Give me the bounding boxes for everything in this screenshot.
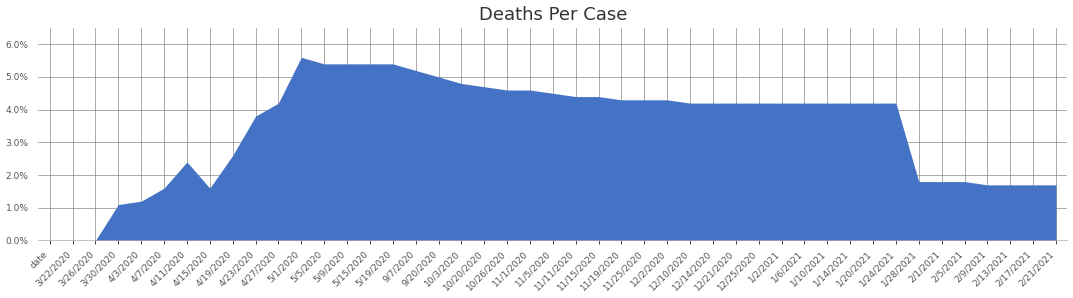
Title: Deaths Per Case: Deaths Per Case [479, 6, 627, 24]
